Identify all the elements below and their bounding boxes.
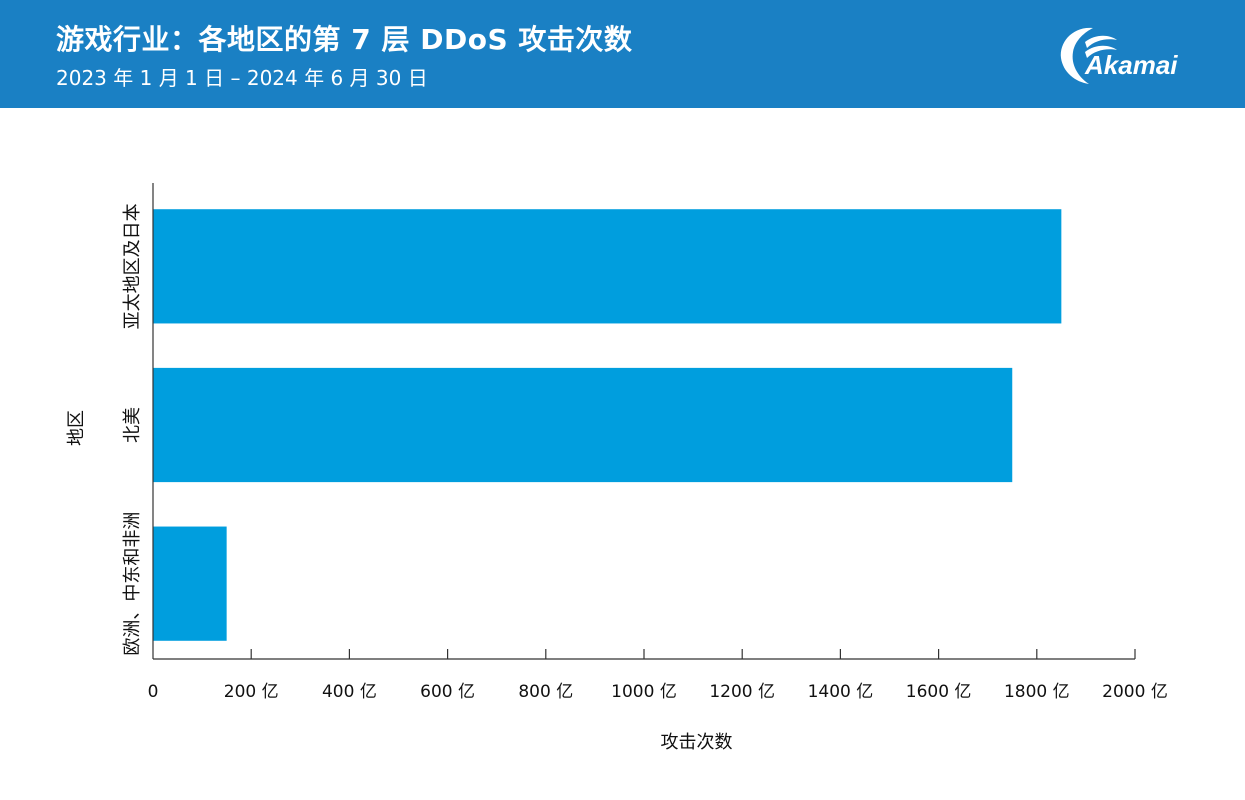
bar-1: [153, 367, 1013, 483]
bar-chart: 0 200 亿 400 亿 600 亿 800 亿 1000 亿 1200 亿 1400 亿 1…: [66, 183, 1168, 753]
x-tick-label-10: 2000 亿: [1102, 682, 1168, 702]
category-label-1: 北美: [122, 407, 143, 443]
logo-wordmark: Akamai: [1084, 50, 1178, 80]
x-ticks-layer: 0 200 亿 400 亿 600 亿 800 亿 1000 亿 1200 亿 1400 亿 1…: [148, 649, 1168, 702]
bars-layer: [153, 209, 1062, 641]
chart-subtitle: 2023 年 1 月 1 日 – 2024 年 6 月 30 日: [56, 66, 428, 90]
category-label-2: 欧洲、中东和非洲: [122, 512, 143, 656]
chart-header: 游戏行业：各地区的第 7 层 DDoS 攻击次数 2023 年 1 月 1 日 …: [0, 0, 1245, 108]
y-axis-title: 地区: [66, 410, 87, 446]
x-tick-label-7: 1400 亿: [808, 682, 874, 702]
x-tick-label-1: 200 亿: [224, 682, 279, 702]
bar-2: [153, 526, 227, 641]
x-axis-title: 攻击次数: [661, 732, 733, 753]
category-label-0: 亚太地区及日本: [122, 203, 143, 329]
x-tick-label-2: 400 亿: [322, 682, 377, 702]
akamai-logo: Akamai: [1060, 27, 1178, 85]
x-tick-label-8: 1600 亿: [906, 682, 972, 702]
x-tick-label-9: 1800 亿: [1004, 682, 1070, 702]
x-tick-label-5: 1000 亿: [611, 682, 677, 702]
x-tick-label-0: 0: [148, 682, 159, 702]
bar-0: [153, 209, 1062, 324]
x-tick-label-3: 600 亿: [420, 682, 475, 702]
x-tick-label-4: 800 亿: [518, 682, 573, 702]
chart-title: 游戏行业：各地区的第 7 层 DDoS 攻击次数: [56, 23, 633, 56]
x-tick-label-6: 1200 亿: [709, 682, 775, 702]
